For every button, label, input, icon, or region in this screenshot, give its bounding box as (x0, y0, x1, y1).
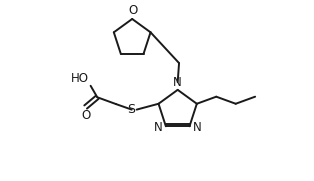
Text: O: O (81, 109, 90, 122)
Text: S: S (127, 103, 136, 115)
Text: N: N (154, 121, 163, 134)
Text: O: O (128, 4, 137, 17)
Text: N: N (173, 76, 181, 89)
Text: HO: HO (70, 72, 89, 85)
Text: N: N (193, 121, 202, 134)
